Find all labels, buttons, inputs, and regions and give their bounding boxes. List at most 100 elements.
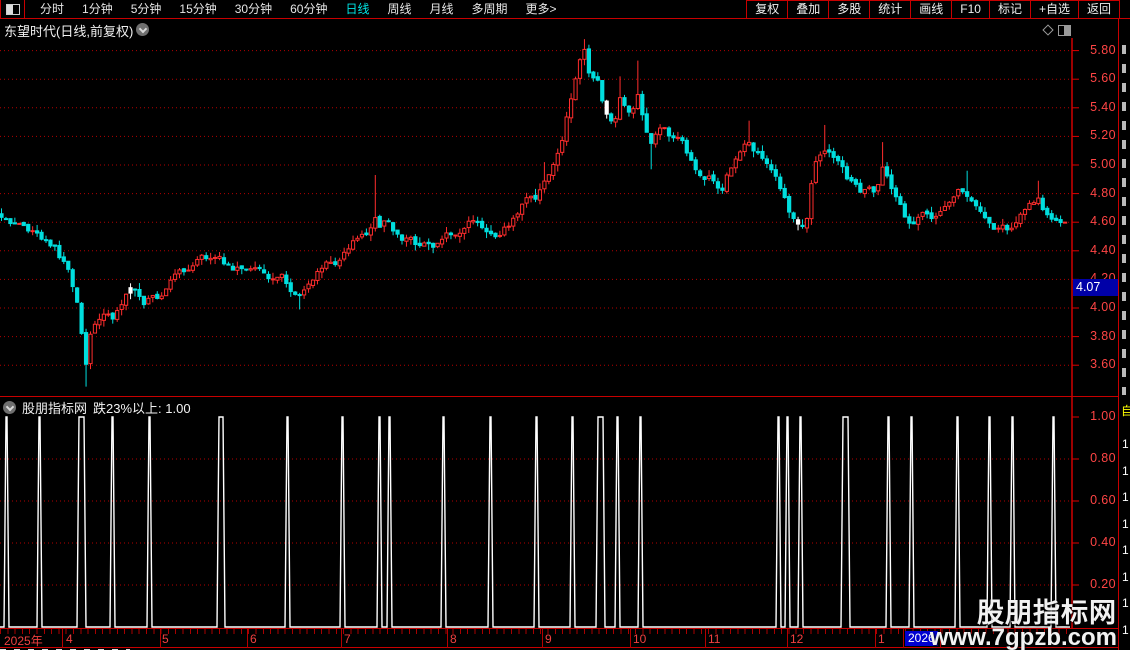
toolbar-item-period[interactable]: 60分钟: [290, 2, 328, 16]
candle: [439, 235, 445, 249]
candle: [172, 269, 178, 283]
candle: [987, 216, 992, 229]
year-label: 2025年: [4, 634, 43, 648]
candle: [818, 151, 823, 167]
candle: [822, 124, 827, 158]
candle: [876, 184, 881, 196]
candle: [595, 72, 600, 82]
month-label[interactable]: 4: [66, 632, 73, 646]
signal-indicator-chart[interactable]: [0, 397, 1079, 628]
toolbar-button[interactable]: 统计: [869, 0, 911, 19]
toolbar-item-period[interactable]: 月线: [429, 2, 454, 16]
candle: [342, 247, 347, 262]
toolbar-item-period[interactable]: 日线: [345, 2, 370, 16]
time-axis[interactable]: 2025年 4 5 6 7 8 9 10 11 12 1 2026: [0, 628, 1118, 648]
side-panel-digits: 1 1 1 1 1 1 1 1: [1122, 431, 1129, 643]
month-label[interactable]: 1: [878, 632, 885, 646]
month-boundary: [875, 629, 876, 648]
candle: [769, 159, 774, 174]
candle: [30, 226, 35, 236]
month-label[interactable]: 6: [250, 632, 257, 646]
candle: [484, 224, 489, 239]
toolbar-button[interactable]: 多股: [828, 0, 870, 19]
toolbar-button[interactable]: 返回: [1077, 0, 1120, 19]
title-row: 东望时代(日线,前复权): [0, 19, 1118, 39]
candle: [110, 312, 115, 324]
month-label[interactable]: 5: [162, 632, 169, 646]
candle: [328, 256, 333, 264]
month-label[interactable]: 8: [450, 632, 457, 646]
month-label[interactable]: 7: [344, 632, 351, 646]
candle: [809, 180, 814, 225]
candle: [502, 222, 507, 237]
indicator-header: 股朋指标网 跌23%以上: 1.00: [3, 399, 191, 416]
candle: [132, 288, 138, 297]
candle: [1062, 221, 1068, 224]
split-view-icon[interactable]: [6, 4, 20, 15]
indicator-chevron-down-icon[interactable]: [3, 400, 16, 414]
toolbar-item-period[interactable]: 15分钟: [179, 2, 217, 16]
candle: [515, 212, 520, 222]
toolbar-item-period[interactable]: 30分钟: [234, 2, 273, 16]
candle: [1045, 206, 1050, 218]
candle: [693, 156, 698, 175]
toolbar-button[interactable]: 复权: [746, 0, 788, 19]
candle: [871, 186, 876, 198]
candle: [195, 256, 200, 268]
candle: [101, 308, 106, 327]
candle: [70, 267, 75, 293]
panel-divider[interactable]: [0, 396, 1118, 397]
candle: [3, 216, 9, 221]
candle: [528, 195, 534, 203]
toolbar-button[interactable]: 标记: [988, 0, 1030, 19]
price-tick-label: 5.80: [1090, 42, 1116, 57]
candle: [600, 80, 605, 104]
candlestick-chart[interactable]: [0, 38, 1079, 396]
candle: [417, 237, 422, 248]
candle: [8, 218, 13, 227]
candle: [386, 218, 391, 223]
title-chevron-down-icon[interactable]: [136, 23, 149, 36]
candle: [591, 70, 596, 82]
toolbar-button[interactable]: F10: [951, 0, 989, 19]
toolbar-item-period[interactable]: 周线: [387, 2, 412, 16]
side-panel-digit: 1: [1122, 543, 1129, 557]
candle: [97, 313, 102, 330]
toolbar-item-period[interactable]: 分时: [40, 2, 65, 16]
candle: [382, 220, 387, 233]
toolbar-button[interactable]: 画线: [910, 0, 952, 19]
candle: [457, 228, 462, 243]
toolbar-item-period[interactable]: 更多>: [525, 2, 557, 16]
candle: [747, 120, 752, 147]
candle: [542, 162, 547, 193]
candle: [755, 147, 761, 156]
candle: [52, 244, 57, 251]
month-label[interactable]: 9: [545, 632, 552, 646]
toolbar-item-period[interactable]: 1分钟: [82, 2, 113, 16]
candle: [213, 254, 218, 265]
pane-toggle-icon[interactable]: [1058, 25, 1071, 36]
candle: [827, 144, 832, 158]
candle: [1022, 208, 1028, 221]
candle: [729, 167, 734, 177]
candle: [947, 200, 952, 210]
candle: [1058, 215, 1063, 227]
toolbar-item-period[interactable]: 5分钟: [130, 2, 162, 16]
candle: [333, 257, 338, 267]
month-label[interactable]: 12: [790, 632, 804, 646]
candle: [66, 260, 71, 273]
toolbar-item-period[interactable]: 多周期: [471, 2, 508, 16]
candle: [324, 260, 329, 271]
minor-ticks: [0, 629, 1070, 634]
candle: [319, 264, 324, 279]
toolbar-button[interactable]: +自选: [1029, 0, 1078, 19]
candle: [782, 183, 787, 199]
candle: [404, 234, 409, 247]
toolbar-button[interactable]: 叠加: [787, 0, 829, 19]
month-label[interactable]: 10: [633, 632, 647, 646]
candle: [853, 177, 858, 188]
month-label[interactable]: 11: [708, 632, 721, 646]
candle: [106, 309, 111, 317]
candle: [996, 224, 1001, 233]
